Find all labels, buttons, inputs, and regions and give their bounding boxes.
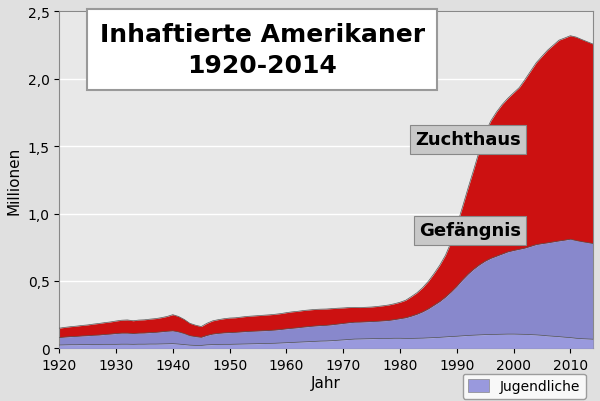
Text: Gefängnis: Gefängnis: [419, 222, 521, 240]
Text: Inhaftierte Amerikaner
1920-2014: Inhaftierte Amerikaner 1920-2014: [100, 22, 425, 78]
Text: Zuchthaus: Zuchthaus: [415, 131, 521, 149]
Y-axis label: Millionen: Millionen: [7, 146, 22, 215]
Legend: Jugendliche: Jugendliche: [463, 374, 586, 399]
X-axis label: Jahr: Jahr: [311, 375, 341, 390]
